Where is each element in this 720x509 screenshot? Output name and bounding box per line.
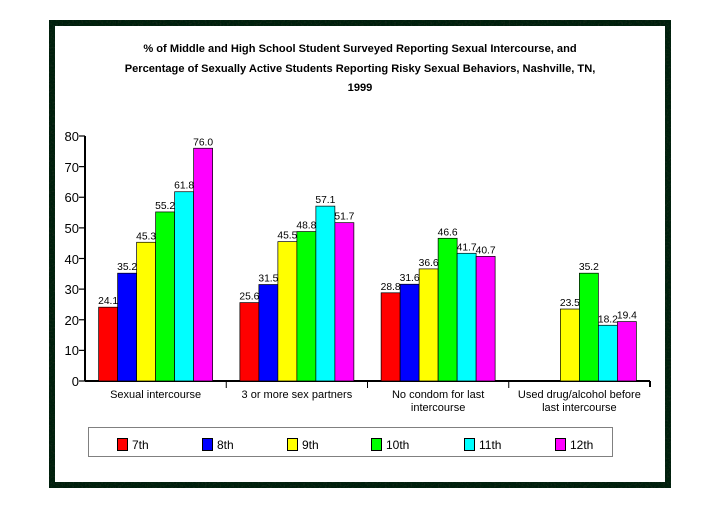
svg-text:55.2: 55.2 (155, 201, 175, 212)
svg-text:36.6: 36.6 (419, 258, 439, 269)
svg-text:31.5: 31.5 (258, 274, 278, 285)
svg-text:46.6: 46.6 (438, 227, 458, 238)
svg-text:76.0: 76.0 (193, 137, 213, 148)
svg-text:18.2: 18.2 (598, 314, 618, 325)
svg-text:23.5: 23.5 (560, 298, 580, 309)
svg-text:25.6: 25.6 (239, 292, 259, 303)
svg-text:19.4: 19.4 (617, 311, 637, 322)
svg-text:40.7: 40.7 (476, 245, 496, 256)
svg-text:41.7: 41.7 (457, 242, 477, 253)
svg-text:48.8: 48.8 (296, 221, 316, 232)
svg-text:35.2: 35.2 (117, 262, 137, 273)
svg-text:61.8: 61.8 (174, 181, 194, 192)
svg-text:28.8: 28.8 (381, 282, 401, 293)
svg-text:51.7: 51.7 (334, 212, 354, 223)
svg-text:35.2: 35.2 (579, 262, 599, 273)
svg-text:45.3: 45.3 (136, 231, 156, 242)
svg-text:57.1: 57.1 (315, 195, 335, 206)
svg-text:31.6: 31.6 (400, 273, 420, 284)
svg-text:45.5: 45.5 (277, 231, 297, 242)
svg-text:24.1: 24.1 (98, 296, 118, 307)
